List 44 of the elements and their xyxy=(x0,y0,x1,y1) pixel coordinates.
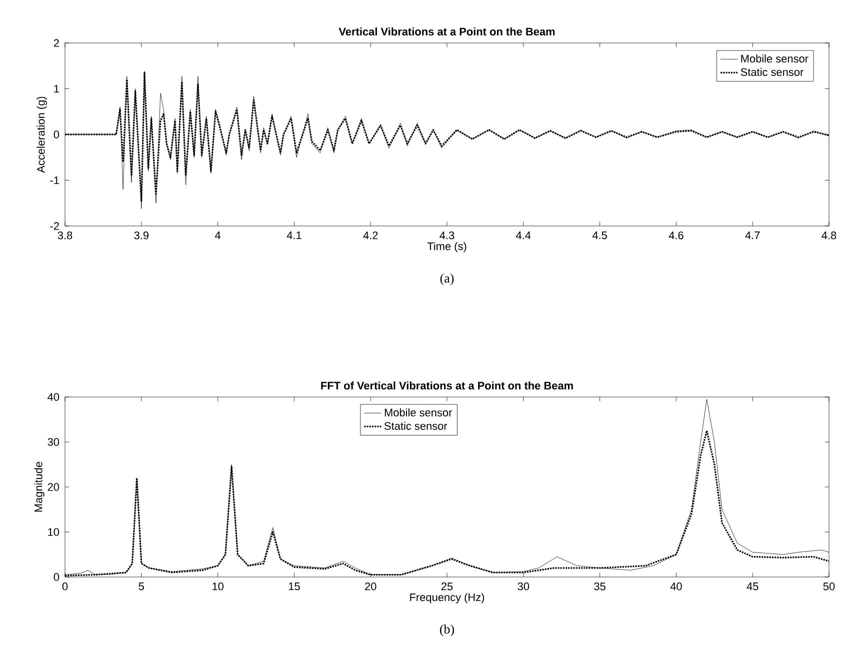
text: (b) xyxy=(440,624,454,636)
legend-label: Static sensor xyxy=(740,68,804,76)
x-tick-label: 4.5 xyxy=(592,232,607,240)
legend-label: Mobile sensor xyxy=(384,408,452,416)
x-tick-label: 3.9 xyxy=(134,232,149,240)
legend-label: Mobile sensor xyxy=(741,54,808,63)
y-axis-title: Acceleration (g) xyxy=(36,96,47,173)
x-axis-title: Frequency (Hz) xyxy=(410,593,484,604)
y-tick-label: 1 xyxy=(54,84,59,93)
y-tick-label: 20 xyxy=(48,483,60,491)
y-tick-label: 0 xyxy=(54,130,60,138)
x-tick-label: 15 xyxy=(288,582,300,590)
x-tick-label: 4.1 xyxy=(286,232,302,240)
x-axis-title: Time (s) xyxy=(427,242,466,252)
x-tick-label: 4.8 xyxy=(822,232,836,240)
x-tick-label: 4.7 xyxy=(745,232,760,240)
x-tick-label: 4 xyxy=(215,232,221,240)
y-tick-label: 10 xyxy=(48,528,60,536)
y-tick-label: -2 xyxy=(50,222,59,230)
y-tick-label: -1 xyxy=(50,176,59,184)
chart-title: FFT of Vertical Vibrations at a Point on the Beam xyxy=(321,381,573,390)
x-tick-label: 3.8 xyxy=(58,232,72,240)
y-tick-label: 2 xyxy=(54,39,59,47)
x-tick-label: 50 xyxy=(823,582,835,590)
y-tick-label: 30 xyxy=(48,438,60,446)
x-tick-label: 4.4 xyxy=(516,232,531,240)
x-tick-label: 20 xyxy=(365,582,376,590)
x-tick-label: 30 xyxy=(518,582,530,590)
x-tick-label: 4.2 xyxy=(363,232,378,240)
x-tick-label: 10 xyxy=(212,582,224,590)
x-tick-label: 0 xyxy=(62,582,68,590)
legend-label: Static sensor xyxy=(384,422,448,430)
x-tick-label: 35 xyxy=(594,582,606,590)
chart-title: Vertical Vibrations at a Point on the Beam xyxy=(338,27,555,36)
text: (a) xyxy=(440,274,454,286)
x-tick-label: 5 xyxy=(138,582,144,590)
x-tick-label: 25 xyxy=(441,582,453,590)
y-axis-title: Magnitude xyxy=(34,462,44,512)
x-tick-label: 4.6 xyxy=(668,232,684,240)
y-tick-label: 0 xyxy=(54,573,60,581)
x-tick-label: 4.3 xyxy=(440,232,454,240)
y-tick-label: 40 xyxy=(48,393,60,401)
x-tick-label: 40 xyxy=(670,582,682,590)
x-tick-label: 45 xyxy=(746,582,758,590)
